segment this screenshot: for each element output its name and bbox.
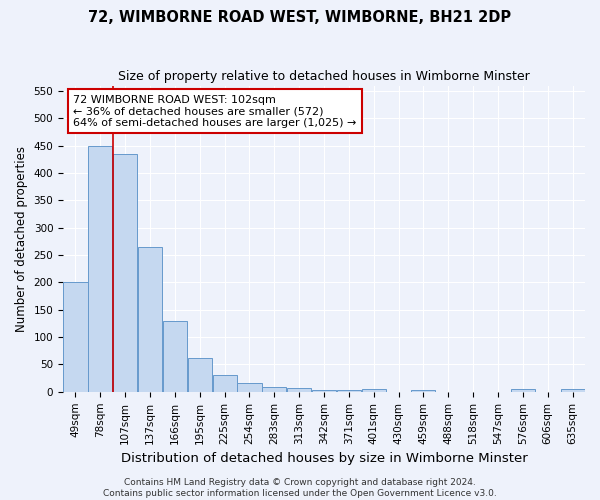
- Bar: [64, 282, 88, 392]
- Bar: [113, 154, 137, 392]
- Bar: [337, 390, 361, 392]
- Bar: [138, 247, 162, 392]
- Bar: [362, 389, 386, 392]
- Title: Size of property relative to detached houses in Wimborne Minster: Size of property relative to detached ho…: [118, 70, 530, 83]
- Bar: [560, 389, 584, 392]
- Bar: [287, 388, 311, 392]
- Bar: [88, 146, 112, 392]
- Bar: [312, 390, 336, 392]
- Bar: [412, 390, 436, 392]
- Bar: [188, 358, 212, 392]
- Bar: [262, 387, 286, 392]
- Text: 72 WIMBORNE ROAD WEST: 102sqm
← 36% of detached houses are smaller (572)
64% of : 72 WIMBORNE ROAD WEST: 102sqm ← 36% of d…: [73, 94, 357, 128]
- Y-axis label: Number of detached properties: Number of detached properties: [15, 146, 28, 332]
- X-axis label: Distribution of detached houses by size in Wimborne Minster: Distribution of detached houses by size …: [121, 452, 527, 465]
- Bar: [163, 320, 187, 392]
- Text: 72, WIMBORNE ROAD WEST, WIMBORNE, BH21 2DP: 72, WIMBORNE ROAD WEST, WIMBORNE, BH21 2…: [88, 10, 512, 25]
- Bar: [238, 383, 262, 392]
- Text: Contains HM Land Registry data © Crown copyright and database right 2024.
Contai: Contains HM Land Registry data © Crown c…: [103, 478, 497, 498]
- Bar: [511, 389, 535, 392]
- Bar: [212, 376, 236, 392]
